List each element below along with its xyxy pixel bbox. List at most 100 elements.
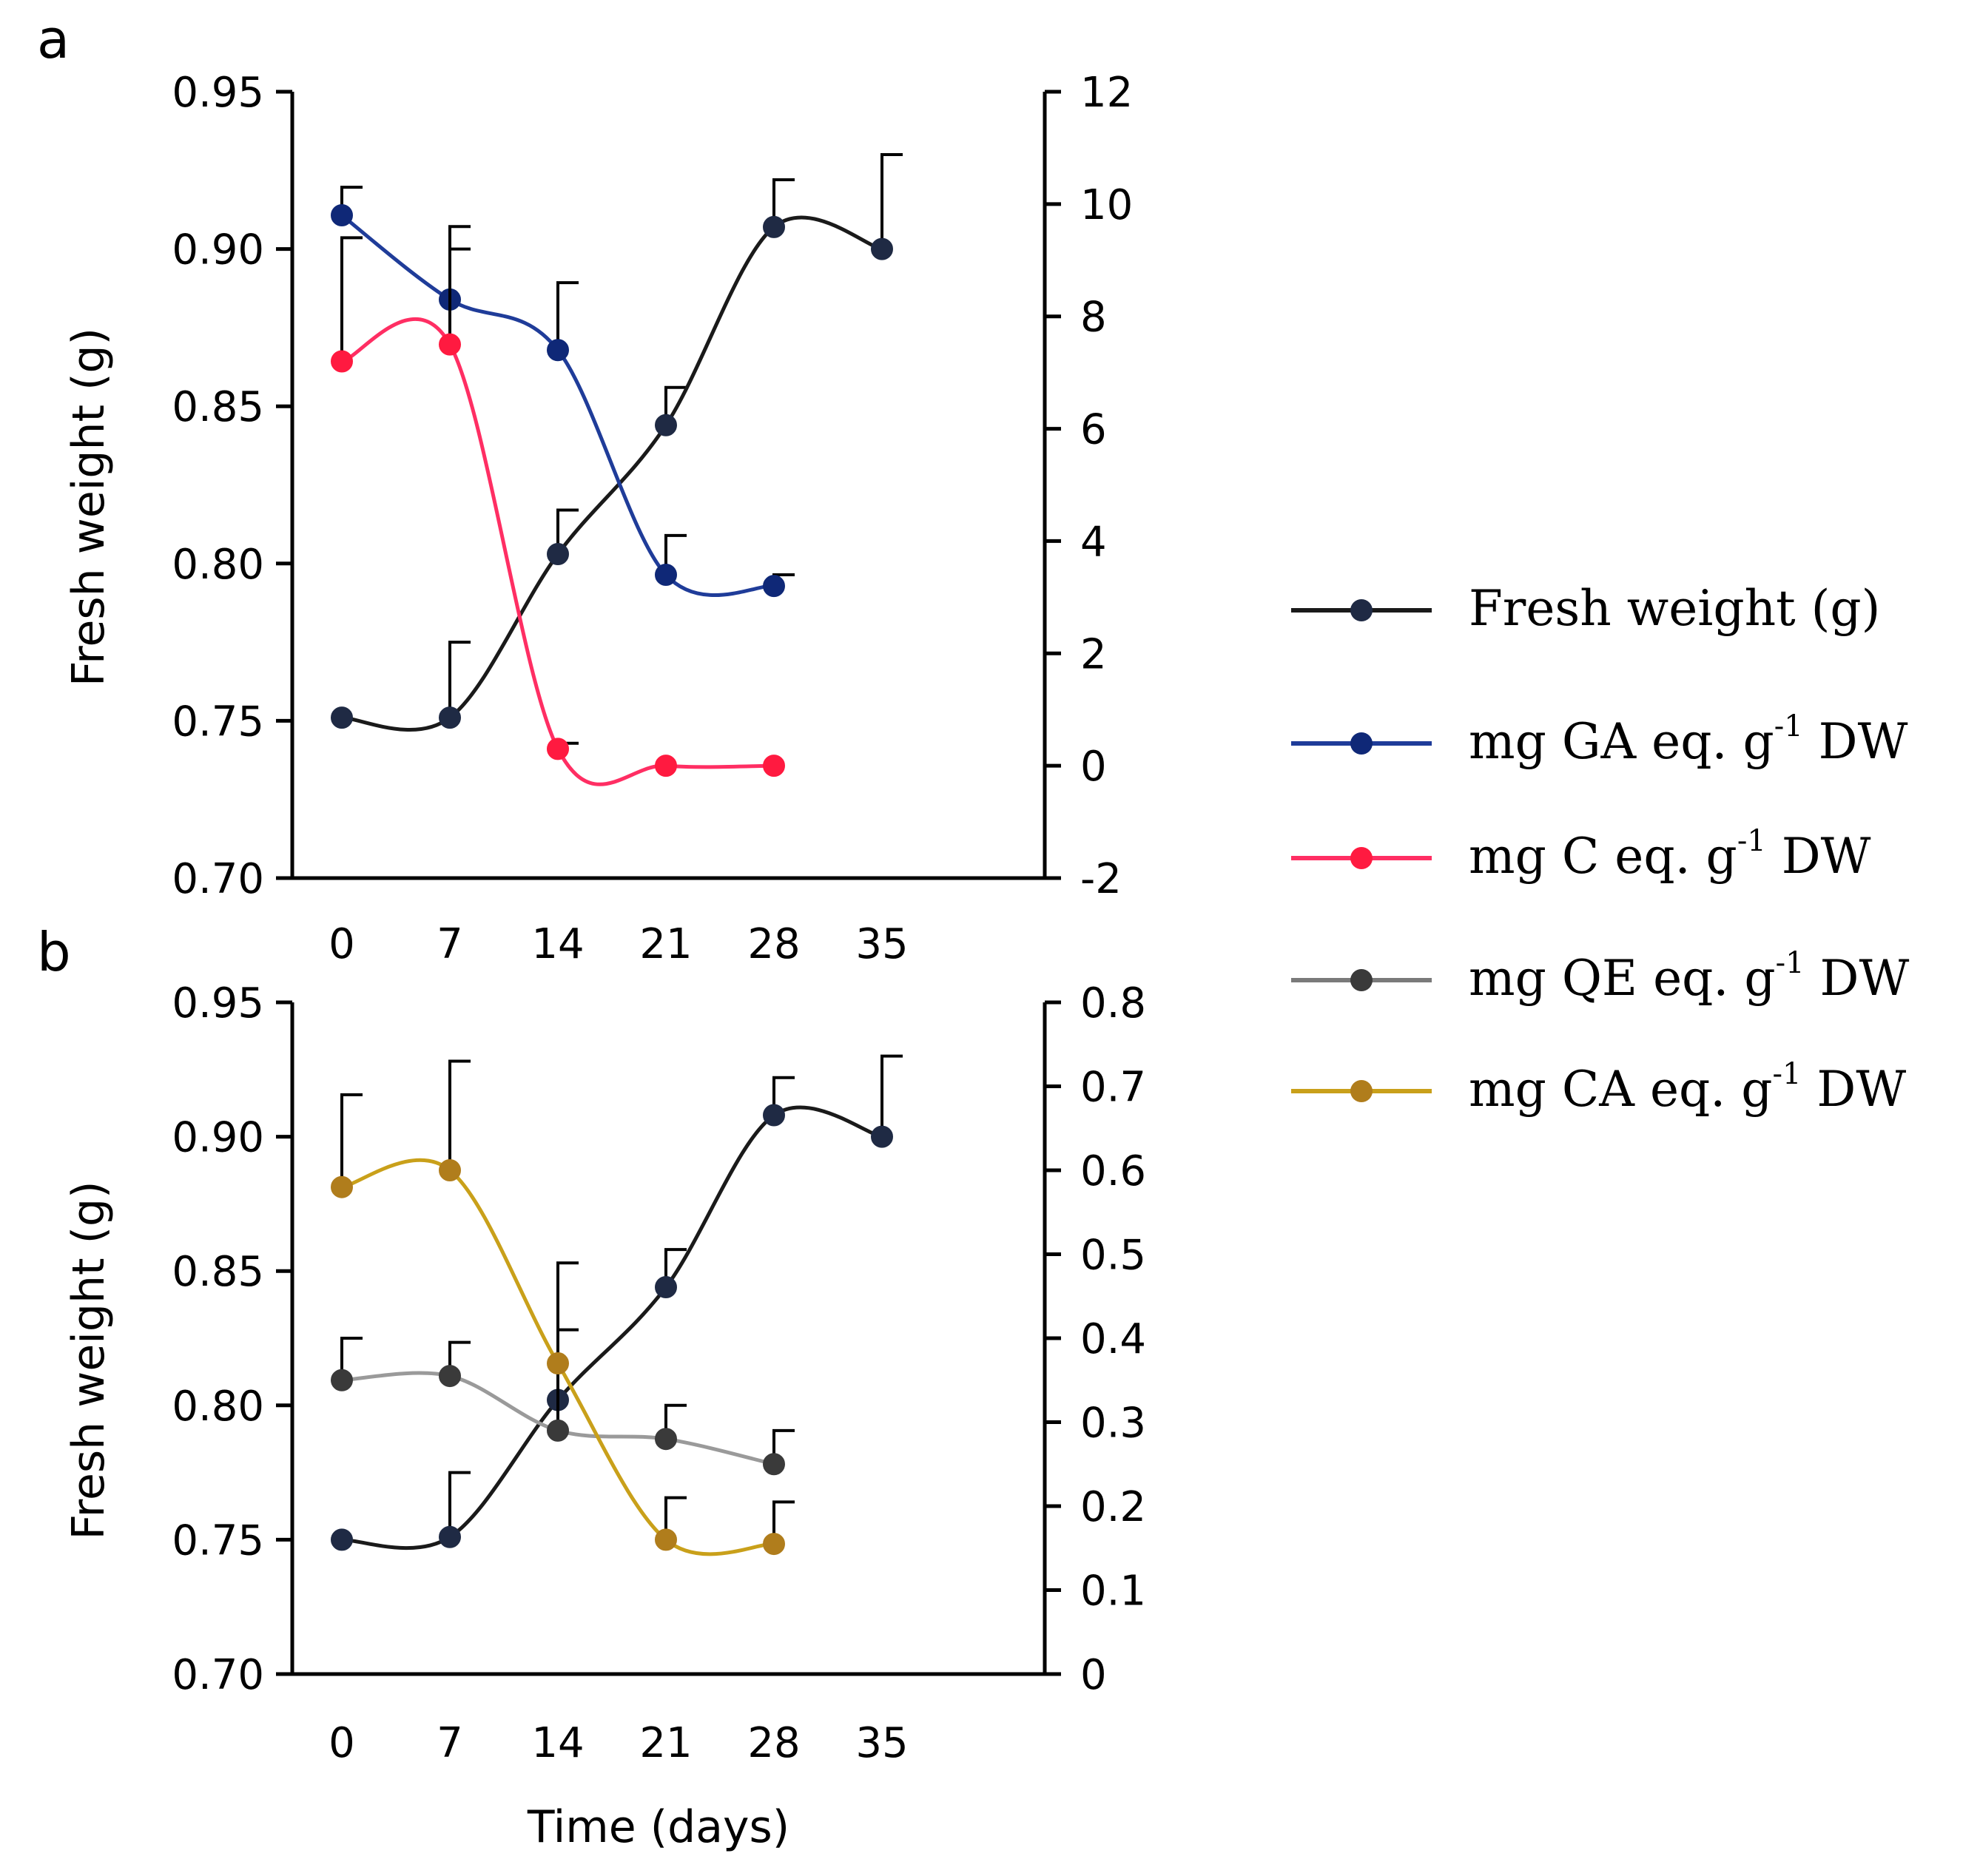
- legend-label-unit: DW: [1801, 1061, 1906, 1118]
- series-mg-ca-eq-g-1-dw: [331, 1059, 795, 1556]
- left-y-tick-label: 0.75: [172, 1516, 264, 1565]
- legend-label-main: mg CA eq. g: [1469, 1061, 1772, 1118]
- legend-item: mg CA eq. g-1 DW: [1291, 1057, 1906, 1118]
- legend-label: mg CA eq. g-1 DW: [1469, 1057, 1906, 1118]
- legend-label-unit: DW: [1803, 713, 1908, 770]
- series-mg-qe-eq-g-1-dw: [331, 1328, 795, 1476]
- data-point: [763, 215, 785, 238]
- data-point: [763, 575, 785, 598]
- data-point: [763, 755, 785, 777]
- data-point: [655, 1528, 677, 1551]
- right-y-tick-label: 0.7: [1080, 1064, 1146, 1112]
- data-point: [331, 1528, 353, 1551]
- data-point: [331, 706, 353, 729]
- data-point: [547, 339, 569, 362]
- right-y-tick-label: 8: [1080, 294, 1107, 342]
- legend-marker: [1350, 847, 1373, 869]
- x-tick-label: 14: [531, 920, 584, 968]
- left-y-tick-label: 0.75: [172, 698, 264, 746]
- data-point: [763, 1533, 785, 1556]
- x-tick-label: 0: [329, 1719, 355, 1767]
- right-y-tick-label: 0.8: [1080, 979, 1146, 1028]
- right-y-tick-label: 0.2: [1080, 1483, 1146, 1531]
- data-point: [763, 1453, 785, 1476]
- legend-item: mg GA eq. g-1 DW: [1291, 709, 1908, 770]
- data-point: [439, 1525, 461, 1548]
- data-point: [331, 350, 353, 373]
- series-fresh-weight-g-: [331, 153, 903, 732]
- right-y-tick-label: 6: [1080, 406, 1107, 454]
- data-point: [547, 543, 569, 566]
- legend-marker: [1350, 969, 1373, 991]
- series-line: [340, 214, 775, 597]
- data-point: [655, 414, 677, 436]
- left-y-tick-label: 0.85: [172, 1248, 264, 1296]
- legend-item: Fresh weight (g): [1291, 580, 1880, 637]
- legend-label: mg C eq. g-1 DW: [1469, 824, 1871, 885]
- data-point: [439, 1159, 461, 1181]
- legend-label-main: mg C eq. g: [1469, 828, 1737, 885]
- legend-marker: [1350, 1080, 1373, 1102]
- legend-label-unit: DW: [1805, 950, 1910, 1007]
- left-y-tick-label: 0.80: [172, 541, 264, 589]
- left-y-tick-label: 0.95: [172, 69, 264, 117]
- right-y-tick-label: 0.3: [1080, 1400, 1146, 1448]
- data-point: [763, 1104, 785, 1127]
- legend-item: mg C eq. g-1 DW: [1291, 824, 1871, 885]
- left-y-tick-label: 0.70: [172, 1651, 264, 1699]
- right-y-tick-label: 0.5: [1080, 1232, 1146, 1280]
- legend-marker: [1350, 599, 1373, 621]
- data-point: [331, 204, 353, 227]
- x-tick-label: 7: [437, 1719, 463, 1767]
- x-tick-label: 35: [855, 1719, 908, 1767]
- data-point: [655, 755, 677, 777]
- right-y-tick-label: 4: [1080, 518, 1107, 566]
- data-point: [871, 237, 893, 260]
- right-y-tick-label: 0: [1080, 1651, 1107, 1699]
- x-tick-label: 28: [747, 920, 800, 968]
- series-line: [341, 1105, 883, 1551]
- legend-label-sup: -1: [1772, 1057, 1801, 1091]
- data-point: [871, 1125, 893, 1148]
- panel-label: b: [37, 921, 71, 983]
- legend-label-unit: DW: [1766, 828, 1871, 885]
- x-tick-label: 7: [437, 920, 463, 968]
- x-tick-label: 28: [747, 1719, 800, 1767]
- legend-label-main: mg QE eq. g: [1469, 950, 1776, 1007]
- x-tick-label: 14: [531, 1719, 584, 1767]
- right-y-tick-label: 2: [1080, 630, 1107, 678]
- left-y-tick-label: 0.95: [172, 979, 264, 1028]
- data-point: [655, 1428, 677, 1451]
- legend-label-main: Fresh weight (g): [1469, 580, 1880, 637]
- legend-label-sup: -1: [1737, 824, 1766, 858]
- panel-a: a 0.70 0.75 0.80 0.85 0.90 0.95 -2 0 2 4 6 8 10 12 0 7 14…: [37, 8, 1133, 968]
- right-y-tick-label: 10: [1080, 181, 1133, 229]
- panel-label: a: [37, 8, 70, 70]
- data-point: [547, 1419, 569, 1442]
- data-point: [439, 706, 461, 729]
- right-y-tick-label: 0: [1080, 743, 1107, 791]
- x-tick-label: 0: [329, 920, 355, 968]
- legend-label-sup: -1: [1776, 946, 1805, 980]
- legend-label-main: mg GA eq. g: [1469, 713, 1774, 770]
- data-point: [547, 1352, 569, 1375]
- y-axis-title: Fresh weight (g): [63, 328, 115, 686]
- left-y-tick-label: 0.80: [172, 1383, 264, 1431]
- series-mg-c-eq-g-1-dw: [331, 236, 785, 786]
- left-y-tick-label: 0.70: [172, 855, 264, 903]
- legend-label: mg QE eq. g-1 DW: [1469, 946, 1909, 1007]
- data-point: [655, 563, 677, 586]
- x-tick-label: 21: [639, 1719, 692, 1767]
- legend-marker: [1350, 732, 1373, 755]
- x-tick-label: 21: [639, 920, 692, 968]
- left-y-tick-label: 0.90: [172, 226, 264, 274]
- data-point: [547, 738, 569, 760]
- legend-label: Fresh weight (g): [1469, 580, 1880, 637]
- data-point: [331, 1175, 353, 1198]
- data-point: [439, 1365, 461, 1388]
- left-y-tick-label: 0.85: [172, 383, 264, 431]
- legend-label: mg GA eq. g-1 DW: [1469, 709, 1908, 770]
- right-y-tick-label: -2: [1080, 855, 1122, 903]
